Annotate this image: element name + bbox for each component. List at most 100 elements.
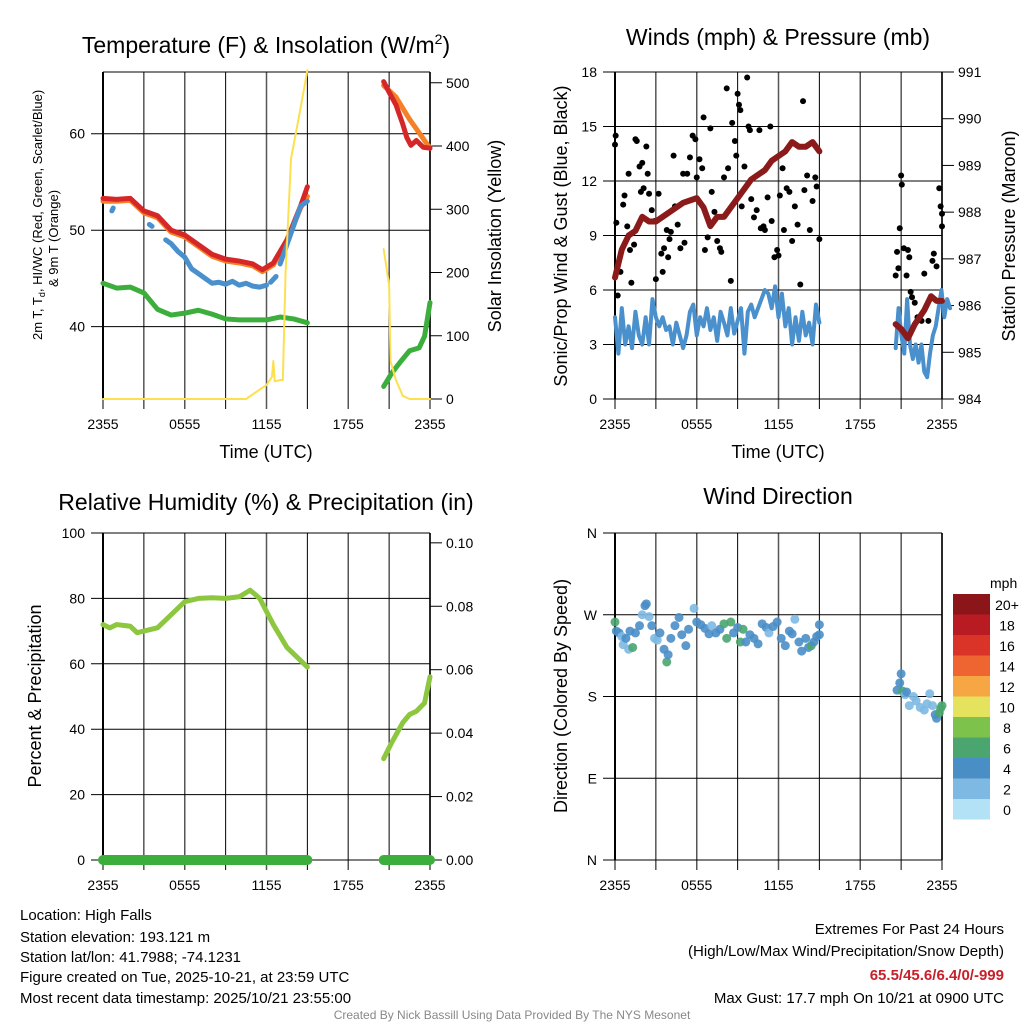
gust-point (667, 228, 674, 235)
y-tick-label: S (588, 689, 597, 705)
gust-point (925, 317, 932, 324)
gust-point (626, 247, 633, 254)
elevation-text: Station elevation: 193.121 m (20, 929, 210, 946)
y2-tick-label: 988 (958, 204, 982, 220)
gust-point (780, 227, 787, 234)
wind-y-label: Sonic/Prop Wind & Gust (Blue, Black) (551, 85, 571, 386)
direction-point (641, 599, 651, 609)
gust-point (904, 247, 911, 254)
gust-point (812, 174, 819, 181)
temp-y-label-line2: & 9m T (Orange) (46, 190, 61, 287)
gust-point (614, 292, 621, 299)
y2-tick-label: 200 (446, 265, 470, 281)
gust-point (776, 192, 783, 199)
direction-point (670, 621, 680, 631)
legend-title: mph (990, 575, 1017, 591)
gust-point (786, 188, 793, 195)
gust-point (809, 197, 816, 204)
y-tick-label: 100 (62, 525, 86, 541)
temp-chart-title: Temperature (F) & Insolation (W/m2) (82, 31, 450, 58)
gust-point (665, 254, 672, 261)
series-hi-wc (146, 221, 155, 229)
x-tick-label: 1155 (251, 416, 281, 432)
direction-point (738, 624, 748, 634)
series-hi-wc (109, 205, 116, 214)
gust-point (655, 190, 662, 197)
gust-point (930, 250, 937, 257)
y2-tick-label: 985 (958, 344, 982, 360)
gust-point (775, 252, 782, 259)
legend-label: 14 (999, 659, 1015, 675)
y2-tick-label: 984 (958, 391, 982, 407)
gust-point (774, 247, 781, 254)
direction-point (681, 641, 691, 651)
series-wind-speed (613, 284, 822, 356)
legend-swatch (953, 717, 990, 738)
direction-point (652, 635, 662, 645)
series-hi-wc (268, 273, 279, 285)
direction-point (764, 628, 774, 638)
gust-point (909, 294, 916, 301)
x-tick-label: 2355 (87, 877, 118, 893)
legend-swatch (953, 635, 990, 656)
gust-point (892, 272, 899, 279)
direction-point (621, 633, 631, 643)
direction-point (927, 701, 937, 711)
direction-point (704, 629, 714, 639)
x-tick-label: 1755 (845, 877, 876, 893)
gust-point (718, 248, 725, 255)
x-tick-label: 1155 (763, 877, 793, 893)
legend-swatch (953, 614, 990, 635)
legend-swatch (953, 594, 990, 615)
legend-label: 18 (999, 618, 1015, 634)
gust-point (800, 98, 807, 105)
gust-point (693, 174, 700, 181)
direction-y-label: Direction (Colored By Speed) (551, 579, 571, 813)
y-tick-label: N (587, 525, 597, 541)
direction-point (722, 633, 732, 643)
x-tick-label: 2355 (926, 877, 957, 893)
legend-swatch (953, 676, 990, 697)
gust-point (791, 203, 798, 210)
direction-point (741, 637, 751, 647)
series-solar-insolation (102, 69, 309, 400)
gust-point (684, 170, 691, 177)
gust-point (929, 257, 936, 264)
direction-point (655, 628, 665, 638)
gust-point (666, 236, 673, 243)
gust-point (681, 239, 688, 246)
y2-tick-label: 300 (446, 201, 470, 217)
gust-point (625, 170, 632, 177)
gust-point (652, 276, 659, 283)
y-tick-label: 6 (589, 282, 597, 298)
rh-chart-title: Relative Humidity (%) & Precipitation (i… (58, 489, 473, 515)
gust-point (804, 172, 811, 179)
direction-point (896, 669, 906, 679)
rh-y-label: Percent & Precipitation (25, 604, 45, 787)
gust-point (744, 74, 751, 81)
direction-point (644, 612, 654, 622)
gust-point (779, 165, 786, 172)
y2-tick-label: 0.10 (446, 535, 473, 551)
wind-plot: 2355 0555 1155 1755 235503691215189849859869… (581, 64, 981, 432)
y-tick-label: 12 (581, 173, 597, 189)
latlon-text: Station lat/lon: 41.7988; -74.1231 (20, 949, 241, 966)
gust-point (939, 210, 945, 217)
gust-point (620, 201, 627, 208)
y2-tick-label: 500 (446, 75, 470, 91)
direction-point (684, 624, 694, 634)
gust-point (723, 85, 730, 92)
gust-point (750, 214, 757, 221)
direction-point (937, 701, 947, 711)
x-tick-label: 2355 (599, 877, 630, 893)
gust-point (644, 170, 651, 177)
gust-point (661, 245, 668, 252)
series-relative-humidity (381, 674, 433, 762)
y-tick-label: E (588, 770, 597, 786)
gust-point (813, 183, 820, 190)
gust-point (806, 227, 813, 234)
series-hi-wc (163, 237, 269, 290)
direction-point (790, 614, 800, 624)
direction-point (797, 646, 807, 656)
direction-point (628, 642, 638, 652)
